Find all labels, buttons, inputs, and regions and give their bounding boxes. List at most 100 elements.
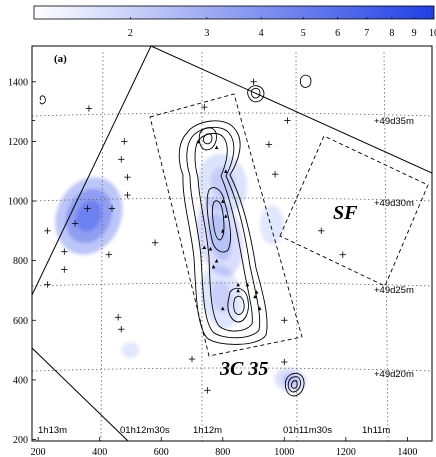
dec-label: +49d35m bbox=[374, 116, 414, 127]
knot-marker bbox=[196, 139, 200, 144]
knot-marker bbox=[211, 264, 216, 269]
colorbar-tick-label: 4 bbox=[259, 28, 264, 39]
knot-marker bbox=[254, 290, 259, 294]
colorbar: 2 3 4 5 6 7 8 9 10 bbox=[33, 5, 436, 39]
ra-label: 1h13m bbox=[38, 425, 67, 436]
point-source-cross bbox=[271, 170, 279, 178]
point-source-cross bbox=[118, 156, 125, 163]
plot-frame bbox=[31, 45, 433, 442]
x-tick-label: 800 bbox=[215, 447, 230, 457]
ra-grid-line bbox=[100, 51, 104, 441]
y-tick-label: 1000 bbox=[8, 197, 28, 208]
colorbar-tick-label: 8 bbox=[389, 28, 394, 39]
dec-label: +49d25m bbox=[374, 285, 414, 296]
point-source-cross bbox=[151, 239, 159, 246]
knot-marker bbox=[208, 246, 213, 251]
point-source-cross bbox=[84, 205, 91, 212]
point-source-cross bbox=[61, 248, 68, 255]
knot-marker bbox=[220, 229, 225, 233]
knot-marker bbox=[214, 258, 219, 263]
point-source-cross bbox=[108, 205, 116, 212]
dec-label: +49d20m bbox=[374, 369, 414, 380]
y-tick-label: 600 bbox=[13, 316, 28, 327]
emission-region bbox=[121, 342, 140, 359]
point-source-cross bbox=[44, 227, 51, 235]
field-boundary bbox=[32, 46, 152, 296]
y-tick-label: 200 bbox=[13, 435, 28, 446]
point-source-cross bbox=[124, 173, 131, 181]
x-tick-label: 1000 bbox=[274, 447, 294, 457]
knot-marker bbox=[220, 306, 225, 311]
x-tick-label: 1400 bbox=[397, 447, 417, 457]
dec-grid-line bbox=[32, 197, 432, 202]
colorbar-tick-label: 10 bbox=[429, 28, 436, 39]
dashed-field-main bbox=[149, 93, 303, 357]
coordinate-grid bbox=[32, 51, 432, 441]
emission-region bbox=[210, 167, 236, 199]
point-source-cross bbox=[121, 138, 128, 145]
colorbar-tick-label: 3 bbox=[204, 28, 209, 39]
point-source-cross bbox=[339, 251, 346, 258]
source-name-label: 3C 35 bbox=[219, 358, 268, 380]
y-tick-label: 1400 bbox=[8, 77, 28, 88]
dashed-field-sf bbox=[279, 135, 429, 287]
knot-marker bbox=[220, 199, 225, 203]
dec-grid-line bbox=[32, 112, 432, 117]
plot-area: 200 400 600 800 1000 1200 1400 200 400 600 800 1000… bbox=[8, 45, 433, 457]
emission-layer bbox=[55, 153, 307, 393]
knot-marker bbox=[257, 306, 262, 311]
x-tick-label: 600 bbox=[154, 447, 169, 457]
field-boundary bbox=[150, 46, 432, 174]
ra-label: 1h11m bbox=[362, 425, 390, 436]
point-source-cross bbox=[284, 117, 291, 124]
x-tick-label: 1200 bbox=[336, 447, 356, 457]
point-source-cross bbox=[114, 314, 122, 321]
point-source-cross bbox=[61, 266, 68, 273]
point-source-cross bbox=[44, 281, 51, 288]
knot-markers bbox=[196, 139, 262, 311]
knot-marker bbox=[214, 145, 219, 150]
ra-label: 1h12m bbox=[193, 425, 222, 436]
point-source-cross bbox=[265, 141, 273, 148]
colorbar-gradient bbox=[33, 5, 435, 20]
point-source-cross bbox=[188, 355, 196, 363]
ra-grid-line bbox=[295, 51, 298, 441]
dec-grid-line bbox=[32, 367, 432, 372]
knot-marker bbox=[224, 169, 228, 174]
y-tick-label: 1200 bbox=[8, 137, 28, 148]
knot-marker bbox=[236, 282, 240, 287]
point-source-cross bbox=[281, 317, 288, 324]
knot-marker bbox=[236, 288, 240, 293]
emission-region bbox=[260, 204, 284, 245]
point-source-cross bbox=[201, 103, 208, 111]
point-source-cross bbox=[204, 387, 211, 394]
knot-marker bbox=[245, 282, 250, 287]
point-source-cross bbox=[85, 105, 93, 112]
knot-marker bbox=[253, 294, 257, 299]
x-tick-label: 400 bbox=[92, 447, 107, 457]
knot-marker bbox=[202, 245, 207, 250]
point-source-markers bbox=[32, 78, 346, 394]
panel-label: (a) bbox=[54, 53, 67, 65]
colorbar-tick-label: 6 bbox=[335, 28, 340, 39]
dec-grid-line bbox=[32, 282, 432, 287]
radio-contours bbox=[39, 74, 312, 397]
sf-label: SF bbox=[333, 202, 358, 224]
point-source-cross bbox=[105, 251, 113, 258]
colorbar-tick-label: 9 bbox=[412, 28, 417, 39]
ra-grid-line bbox=[383, 51, 389, 441]
point-source-cross bbox=[71, 220, 79, 227]
y-tick-label: 400 bbox=[13, 375, 28, 386]
colorbar-ticks: 2 3 4 5 6 7 8 9 10 bbox=[128, 17, 436, 39]
point-source-cross bbox=[118, 326, 125, 333]
point-source-cross bbox=[281, 358, 288, 366]
axis-ticks: 200 400 600 800 1000 1200 1400 200 400 600 800 1000… bbox=[8, 77, 417, 457]
field-boundary bbox=[32, 347, 129, 441]
ra-label: 01h12m30s bbox=[120, 425, 170, 436]
point-source-cross bbox=[250, 78, 257, 85]
colorbar-tick-label: 5 bbox=[301, 28, 306, 39]
dec-label: +49d30m bbox=[374, 198, 414, 209]
knot-marker bbox=[224, 214, 228, 218]
y-tick-label: 800 bbox=[13, 256, 28, 267]
